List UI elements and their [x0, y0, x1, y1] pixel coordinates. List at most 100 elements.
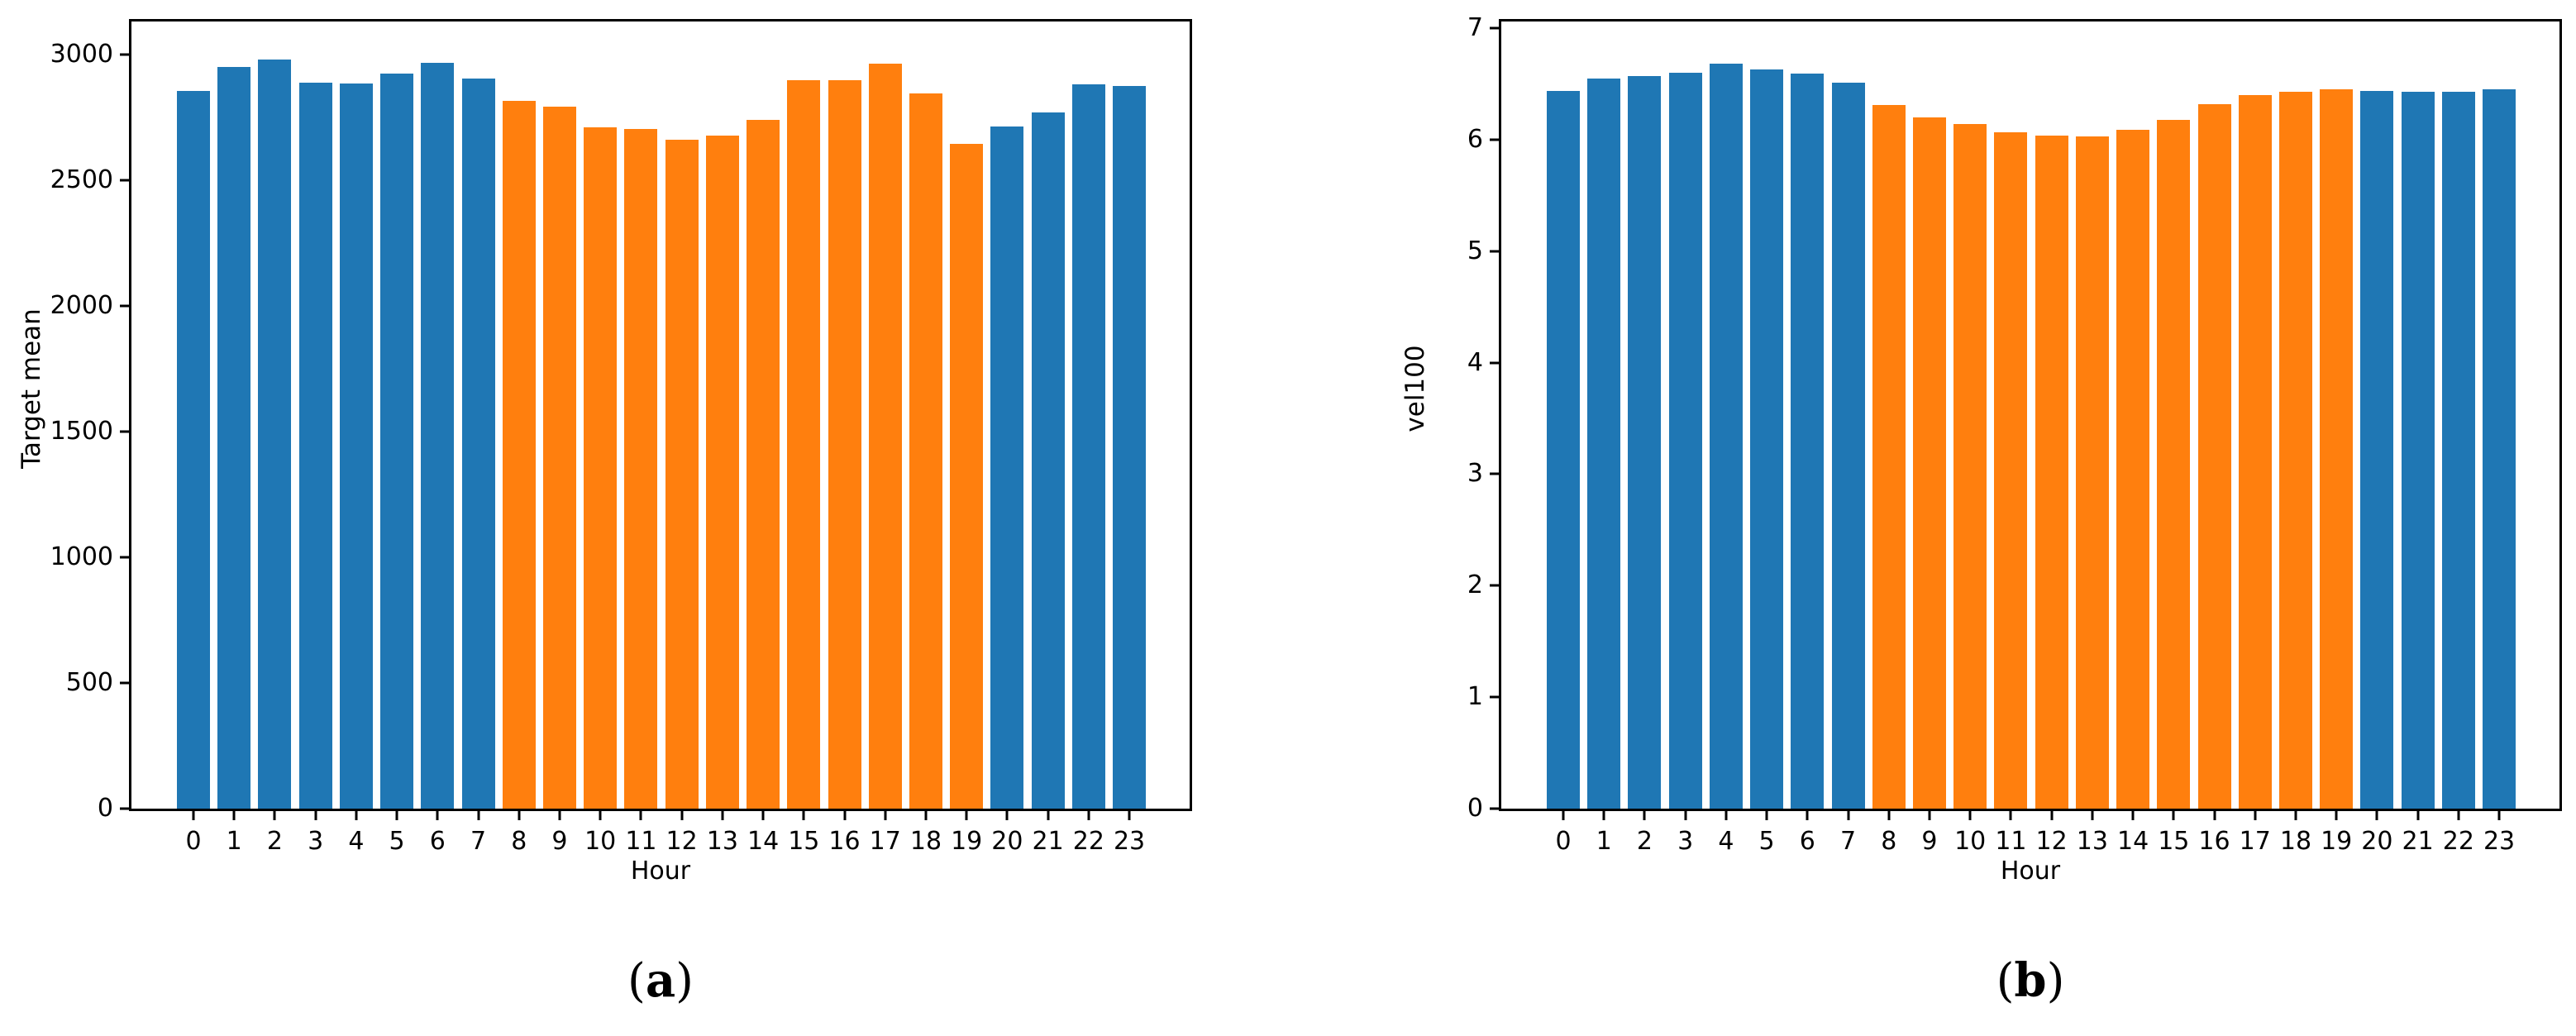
x-tick-label-20: 20 — [2361, 827, 2393, 856]
x-tick-mark-9 — [558, 811, 561, 820]
x-tick-mark-20 — [2375, 811, 2378, 820]
bar-hour-23 — [1113, 85, 1147, 809]
x-tick-label-9: 9 — [1921, 827, 1938, 856]
x-tick-label-10: 10 — [1954, 827, 1987, 856]
x-tick-label-20: 20 — [991, 827, 1023, 856]
x-tick-mark-14 — [761, 811, 765, 820]
x-tick-label-17: 17 — [2239, 827, 2271, 856]
y-tick-mark-500 — [120, 681, 129, 685]
x-tick-label-8: 8 — [511, 827, 527, 856]
bar-hour-14 — [2116, 129, 2150, 809]
x-tick-label-12: 12 — [665, 827, 698, 856]
caption-b-open-paren: ( — [1996, 954, 2015, 1008]
x-tick-label-22: 22 — [2442, 827, 2474, 856]
x-tick-mark-10 — [1968, 811, 1972, 820]
y-tick-label-2000: 2000 — [50, 290, 113, 320]
caption-a-letter: a — [645, 953, 676, 1008]
x-tick-mark-16 — [843, 811, 847, 820]
x-tick-mark-15 — [2172, 811, 2175, 820]
x-tick-label-1: 1 — [1596, 827, 1612, 856]
bar-hour-20 — [990, 127, 1024, 809]
y-tick-mark-1000 — [120, 556, 129, 559]
caption-b-close-paren: ) — [2046, 954, 2065, 1008]
y-tick-label-500: 500 — [65, 667, 113, 697]
x-tick-label-2: 2 — [1636, 827, 1653, 856]
x-tick-label-21: 21 — [2402, 827, 2434, 856]
x-tick-label-10: 10 — [584, 827, 617, 856]
x-tick-label-5: 5 — [389, 827, 405, 856]
bar-hour-13 — [2075, 136, 2109, 809]
x-tick-mark-9 — [1928, 811, 1931, 820]
y-tick-mark-2000 — [120, 304, 129, 308]
x-tick-label-12: 12 — [2035, 827, 2068, 856]
bar-hour-1 — [217, 67, 251, 809]
y-tick-mark-0 — [120, 807, 129, 810]
x-tick-mark-6 — [436, 811, 439, 820]
x-tick-mark-14 — [2131, 811, 2135, 820]
bar-hour-7 — [461, 79, 495, 809]
bar-hour-11 — [1994, 131, 2028, 809]
caption-b-letter: b — [2014, 953, 2047, 1008]
bar-hour-8 — [502, 100, 536, 809]
y-tick-label-5: 5 — [1467, 236, 1483, 265]
x-tick-mark-22 — [1087, 811, 1090, 820]
x-tick-label-18: 18 — [909, 827, 942, 856]
y-tick-label-2: 2 — [1467, 571, 1483, 600]
x-tick-label-13: 13 — [706, 827, 738, 856]
bar-hour-9 — [1912, 117, 1946, 809]
x-tick-mark-15 — [802, 811, 805, 820]
x-tick-mark-22 — [2457, 811, 2460, 820]
x-tick-label-4: 4 — [348, 827, 365, 856]
x-tick-label-7: 7 — [1839, 827, 1857, 856]
x-tick-label-1: 1 — [226, 827, 242, 856]
x-tick-label-13: 13 — [2076, 827, 2108, 856]
x-tick-label-17: 17 — [869, 827, 901, 856]
x-tick-label-18: 18 — [2279, 827, 2312, 856]
y-tick-mark-4 — [1490, 361, 1499, 365]
bar-hour-7 — [1831, 83, 1865, 809]
bar-hour-0 — [1547, 90, 1580, 809]
y-tick-label-1: 1 — [1467, 682, 1483, 712]
bar-hour-22 — [2441, 91, 2475, 809]
bar-hour-22 — [1071, 84, 1105, 809]
x-tick-mark-3 — [314, 811, 317, 820]
y-axis-label-vel100: vel100 — [1400, 345, 1430, 432]
bar-hour-2 — [258, 59, 292, 809]
y-axis-label-target-mean: Target mean — [17, 308, 46, 469]
x-axis-label-hour-a: Hour — [630, 857, 691, 886]
y-tick-mark-0 — [1490, 807, 1499, 810]
x-tick-mark-16 — [2213, 811, 2216, 820]
y-tick-label-7: 7 — [1467, 13, 1483, 43]
x-tick-mark-17 — [884, 811, 887, 820]
x-tick-mark-19 — [965, 811, 968, 820]
bar-hour-9 — [542, 106, 576, 809]
x-tick-mark-8 — [518, 811, 521, 820]
caption-a: (a) — [129, 957, 1192, 1005]
bar-hour-12 — [2035, 135, 2068, 809]
x-tick-label-15: 15 — [2158, 827, 2190, 856]
x-tick-label-14: 14 — [747, 827, 780, 856]
x-tick-label-16: 16 — [828, 827, 861, 856]
bar-hour-11 — [624, 128, 658, 809]
x-tick-mark-11 — [639, 811, 642, 820]
x-tick-label-4: 4 — [1718, 827, 1734, 856]
x-tick-mark-20 — [1005, 811, 1009, 820]
x-tick-label-14: 14 — [2116, 827, 2149, 856]
bar-hour-10 — [584, 127, 618, 809]
x-tick-label-19: 19 — [951, 827, 983, 856]
bar-hour-21 — [1031, 112, 1065, 809]
bar-hour-12 — [665, 139, 699, 809]
x-axis-label-hour-b: Hour — [2000, 857, 2061, 886]
y-tick-mark-7 — [1490, 26, 1499, 30]
bar-hour-3 — [1668, 73, 1702, 809]
bar-hour-14 — [747, 119, 780, 809]
x-tick-mark-6 — [1806, 811, 1809, 820]
x-tick-mark-4 — [355, 811, 358, 820]
x-tick-label-8: 8 — [1881, 827, 1897, 856]
x-tick-label-21: 21 — [1032, 827, 1064, 856]
x-tick-mark-21 — [1047, 811, 1050, 820]
x-tick-label-23: 23 — [2483, 827, 2516, 856]
x-tick-mark-0 — [192, 811, 195, 820]
bar-hour-0 — [177, 91, 210, 809]
caption-a-close-paren: ) — [675, 954, 694, 1008]
